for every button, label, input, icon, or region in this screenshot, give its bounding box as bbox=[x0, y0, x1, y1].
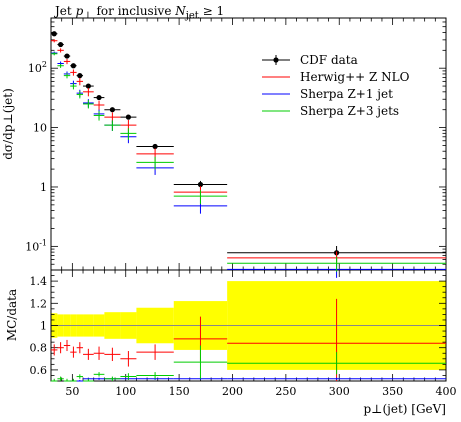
data-point bbox=[109, 107, 115, 113]
legend-label: Sherpa Z+3 jets bbox=[300, 104, 399, 118]
x-tick-label: 300 bbox=[329, 385, 350, 398]
legend-label: Sherpa Z+1 jet bbox=[300, 87, 393, 101]
chart-title: Jet p⊥ for inclusive Njet ≥ 1 bbox=[55, 4, 225, 22]
y-tick-label: 102 bbox=[28, 60, 47, 75]
data-point bbox=[125, 114, 131, 120]
y-tick-label: 1 bbox=[40, 320, 47, 333]
y-tick-label: 1.4 bbox=[30, 275, 48, 288]
legend-label: Herwig++ Z NLO bbox=[300, 70, 410, 84]
data-point bbox=[152, 143, 158, 150]
x-tick-label: 350 bbox=[382, 385, 403, 398]
data-point bbox=[51, 31, 57, 37]
data-point bbox=[197, 181, 204, 188]
x-tick-label: 250 bbox=[275, 385, 296, 398]
legend-marker bbox=[273, 57, 279, 63]
data-point bbox=[64, 53, 70, 59]
y-axis-label-top: dσ/dp⊥(jet) bbox=[1, 88, 15, 160]
x-axis-label: p⊥(jet) [GeV] bbox=[363, 402, 446, 416]
top-frame bbox=[50, 17, 447, 271]
x-tick-label: 400 bbox=[436, 385, 457, 398]
legend-label: CDF data bbox=[300, 53, 358, 67]
y-tick-label: 1 bbox=[40, 181, 47, 194]
data-point bbox=[70, 63, 77, 69]
data-point bbox=[77, 73, 83, 79]
x-tick-label: 100 bbox=[115, 385, 136, 398]
data-point bbox=[85, 83, 91, 89]
y-axis-label-bottom: MC/data bbox=[5, 288, 19, 342]
data-point bbox=[96, 94, 102, 101]
y-tick-label: 10-1 bbox=[25, 238, 47, 253]
y-tick-label: 10 bbox=[33, 122, 47, 135]
data-point bbox=[58, 41, 64, 48]
x-tick-label: 150 bbox=[169, 385, 190, 398]
x-tick-label: 50 bbox=[65, 385, 79, 398]
x-tick-label: 200 bbox=[222, 385, 243, 398]
y-tick-label: 1.2 bbox=[30, 297, 48, 310]
y-tick-label: 0.8 bbox=[30, 342, 48, 355]
y-tick-label: 0.6 bbox=[30, 364, 48, 377]
